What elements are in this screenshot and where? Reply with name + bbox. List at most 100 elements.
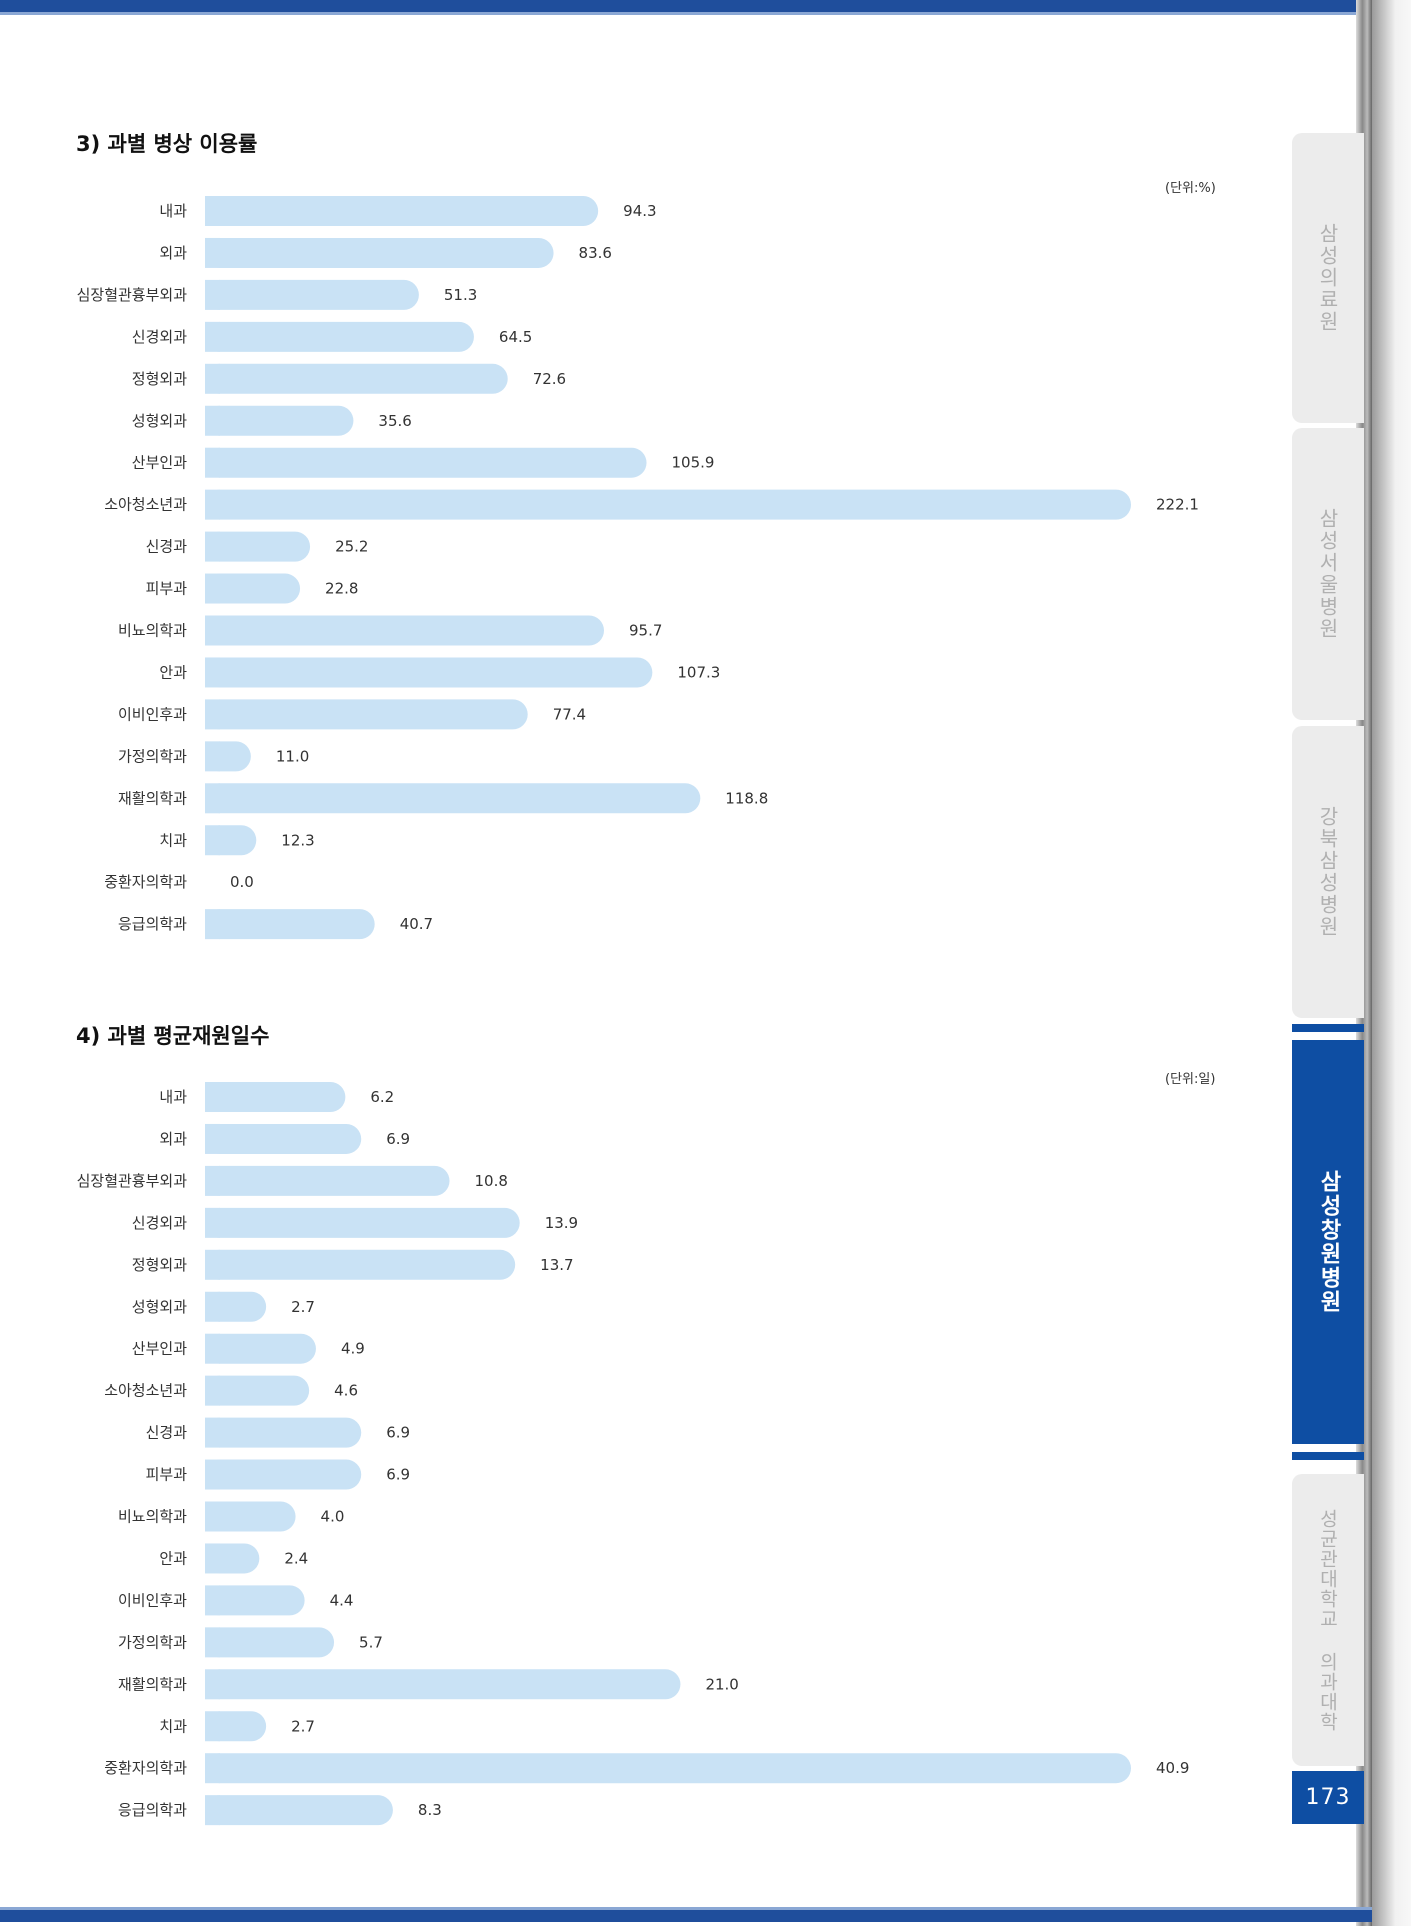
- value-label: 11.0: [276, 747, 309, 765]
- bar: [205, 1375, 310, 1406]
- value-label: 4.0: [321, 1508, 345, 1526]
- bar-left-edge: [205, 1123, 220, 1154]
- value-label: 6.9: [386, 1130, 410, 1148]
- category-label: 안과: [159, 1549, 187, 1567]
- bar: [205, 237, 554, 268]
- bar-left-edge: [205, 1753, 220, 1784]
- bar-left-edge: [205, 405, 220, 436]
- side-tab-label: 강북삼성병원: [1315, 806, 1340, 938]
- bar-left-edge: [205, 1417, 220, 1448]
- category-label: 신경과: [146, 538, 188, 556]
- value-label: 8.3: [418, 1801, 442, 1819]
- category-label: 비뇨의학과: [118, 1508, 187, 1526]
- value-label: 222.1: [1156, 496, 1199, 514]
- category-label: 외과: [159, 1130, 187, 1148]
- side-tab-samsung-medical-center[interactable]: 삼성의료원: [1292, 133, 1364, 423]
- category-label: 가정의학과: [118, 747, 187, 765]
- category-label: 비뇨의학과: [118, 622, 187, 640]
- bar: [205, 573, 301, 604]
- bar-left-edge: [205, 1711, 220, 1742]
- side-tab-label: 삼성창원병원: [1316, 1170, 1341, 1314]
- bar: [205, 1585, 305, 1616]
- category-label: 신경외과: [132, 1214, 187, 1232]
- category-label: 가정의학과: [118, 1633, 187, 1651]
- category-label: 치과: [159, 1717, 187, 1735]
- top-border: [0, 0, 1372, 15]
- bed-occupancy-chart: 내과 94.3 외과 83.6 심장혈관흉부외과 51.3 신경외과 64.5 정형외과 72.6…: [77, 196, 1199, 940]
- category-label: 정형외과: [132, 1256, 187, 1274]
- value-label: 4.9: [341, 1340, 365, 1358]
- bar-left-edge: [205, 1585, 220, 1616]
- value-label: 94.3: [623, 202, 656, 220]
- active-tab-stripe-bottom: [1292, 1452, 1364, 1460]
- bar: [205, 657, 653, 688]
- category-label: 중환자의학과: [104, 1759, 187, 1777]
- section-title-bed-occupancy: 3) 과별 병상 이용률: [76, 132, 258, 156]
- bar-left-edge: [205, 699, 220, 730]
- bar-left-edge: [205, 279, 220, 310]
- category-label: 피부과: [146, 1466, 188, 1484]
- avg-stay-chart: 내과 6.2 외과 6.9 심장혈관흉부외과 10.8 신경외과 13.9 정형외과 13.7 성형…: [77, 1082, 1189, 1826]
- page-number: 173: [1292, 1771, 1364, 1824]
- bar: [205, 447, 647, 478]
- category-label: 정형외과: [132, 370, 187, 388]
- category-label: 치과: [159, 831, 187, 849]
- bar: [205, 615, 605, 646]
- bar-left-edge: [205, 531, 220, 562]
- category-label: 소아청소년과: [104, 496, 187, 514]
- side-tab-samsung-seoul-hospital[interactable]: 삼성서울병원: [1292, 428, 1364, 720]
- bar: [205, 196, 599, 226]
- value-label: 95.7: [629, 622, 662, 640]
- bar-left-edge: [205, 573, 220, 604]
- value-label: 2.7: [291, 1298, 315, 1316]
- bar-left-edge: [205, 1207, 220, 1238]
- bar: [205, 1417, 362, 1448]
- bar-left-edge: [205, 1669, 220, 1700]
- category-label: 응급의학과: [118, 915, 187, 933]
- category-label: 성형외과: [132, 1298, 187, 1316]
- bar: [205, 1795, 393, 1826]
- side-tab-label: 성균관대학교 의과대학: [1316, 1508, 1339, 1732]
- value-label: 35.6: [378, 412, 411, 430]
- bar: [205, 1711, 267, 1742]
- value-label: 4.6: [334, 1382, 358, 1400]
- value-label: 25.2: [335, 538, 368, 556]
- category-label: 신경외과: [132, 328, 187, 346]
- category-label: 심장혈관흉부외과: [77, 1172, 188, 1190]
- value-label: 0.0: [230, 873, 254, 891]
- active-tab-stripe-top: [1292, 1024, 1364, 1032]
- bar-left-edge: [205, 321, 220, 352]
- value-label: 21.0: [705, 1675, 738, 1693]
- bar-left-edge: [205, 196, 220, 226]
- value-label: 107.3: [677, 663, 720, 681]
- bar: [205, 1669, 681, 1700]
- category-label: 중환자의학과: [104, 873, 187, 891]
- bar: [205, 489, 1131, 520]
- value-label: 13.7: [540, 1256, 573, 1274]
- bar: [205, 909, 375, 940]
- value-label: 4.4: [330, 1591, 354, 1609]
- category-label: 안과: [159, 663, 187, 681]
- category-label: 심장혈관흉부외과: [77, 286, 188, 304]
- bar-left-edge: [205, 783, 220, 814]
- side-tab-skku-medicine[interactable]: 성균관대학교 의과대학: [1292, 1474, 1364, 1766]
- bar-left-edge: [205, 741, 220, 772]
- category-label: 산부인과: [132, 1340, 187, 1358]
- bar-left-edge: [205, 237, 220, 268]
- category-label: 산부인과: [132, 454, 187, 472]
- value-label: 105.9: [672, 454, 715, 472]
- value-label: 10.8: [475, 1172, 508, 1190]
- value-label: 6.2: [370, 1088, 394, 1106]
- page-shadow: [1372, 0, 1411, 1926]
- bar: [205, 1082, 346, 1112]
- bar: [205, 1207, 520, 1238]
- bar-left-edge: [205, 1165, 220, 1196]
- category-label: 내과: [159, 1088, 187, 1106]
- side-tab-samsung-changwon-hospital[interactable]: 삼성창원병원: [1292, 1040, 1364, 1444]
- category-label: 성형외과: [132, 412, 187, 430]
- bar-left-edge: [205, 825, 220, 856]
- side-tab-kangbuk-samsung-hospital[interactable]: 강북삼성병원: [1292, 726, 1364, 1018]
- side-tab-label: 삼성의료원: [1315, 223, 1340, 333]
- bar: [205, 1165, 450, 1196]
- side-tabs: 삼성의료원 삼성서울병원 강북삼성병원 삼성창원병원 성균관대학교 의과대학: [1292, 0, 1364, 1926]
